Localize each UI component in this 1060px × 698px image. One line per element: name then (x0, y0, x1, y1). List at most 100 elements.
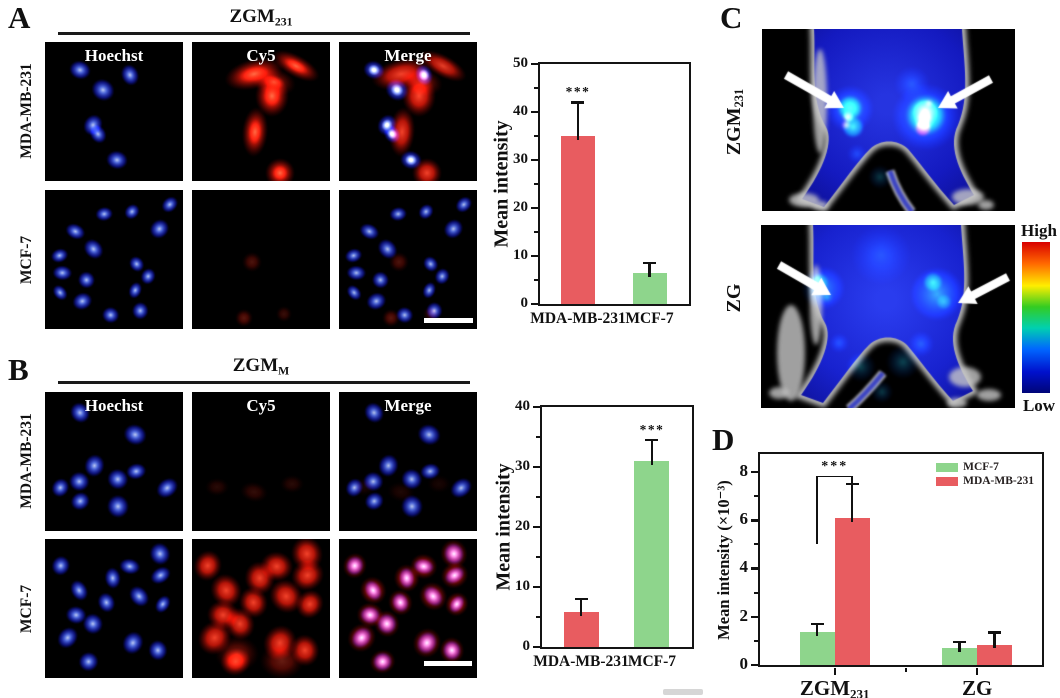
legend: MCF-7 MDA-MB-231 (936, 461, 1034, 489)
panel-d-label: D (712, 422, 735, 457)
colorbar-high-label: High (1021, 221, 1057, 240)
panel-a-col-label-hoechst: Hoechst (84, 46, 144, 65)
y-axis-tick (531, 110, 538, 114)
y-tick-label: 50 (513, 55, 528, 72)
significance-stars: *** (565, 84, 591, 100)
x-axis-minor-tick (904, 668, 908, 672)
micrograph-a-mcf-hoechst (45, 190, 183, 329)
y-axis-minor-tick (754, 591, 758, 594)
y-tick-label: 2 (739, 605, 749, 625)
y-axis-tick (533, 405, 540, 409)
y-axis-minor-tick (534, 87, 538, 89)
y-tick-label: 30 (513, 151, 528, 168)
y-axis-minor-tick (534, 135, 538, 137)
panel-b-row-label-mcf: MCF-7 (18, 584, 35, 634)
y-axis-title: Mean intensity (490, 120, 513, 248)
error-bar-cap (571, 101, 585, 104)
y-axis-minor-tick (536, 556, 540, 558)
error-bar-cap (645, 438, 659, 442)
y-axis-minor-tick (534, 183, 538, 185)
y-tick-label: 0 (522, 638, 531, 655)
colorbar-low-label: Low (1022, 396, 1056, 415)
y-axis-tick (533, 525, 540, 529)
panel-b-col-label-hoechst: Hoechst (84, 396, 144, 415)
micrograph-b-mcf-hoechst (45, 539, 183, 678)
panel-a-row-label-mcf: MCF-7 (18, 235, 35, 285)
panel-c-mouse2-label-base: ZG (722, 283, 745, 313)
y-axis-tick (533, 585, 540, 589)
error-bar (576, 102, 580, 140)
y-tick-label: 20 (513, 199, 528, 216)
y-tick-label: 30 (515, 458, 530, 475)
y-axis-tick (531, 62, 538, 66)
error-bar-cap (643, 262, 656, 265)
legend-entry: MCF-7 (936, 461, 1034, 473)
bar (634, 461, 670, 647)
panel-b-col-label-cy5: Cy5 (246, 396, 276, 415)
y-tick-label: 0 (520, 295, 529, 312)
chart-d-in-vivo-intensity: 0 2 4 6 8 Mean intensity (×10⁻³) ZGM231 ZG MCF-7… (714, 452, 1044, 698)
y-tick-label: 40 (513, 103, 528, 120)
error-bar (579, 599, 583, 617)
legend-swatch (936, 462, 959, 472)
micrograph-a-mda-cy5 (192, 42, 330, 181)
error-bar-cap (953, 640, 967, 644)
micrograph-a-mda-hoechst (45, 42, 183, 181)
micrograph-b-mda-merge (339, 392, 477, 531)
error-bar-cap (574, 597, 588, 601)
error-bar (650, 440, 654, 465)
y-axis-minor-tick (536, 436, 540, 438)
y-axis-minor-tick (754, 495, 758, 498)
error-bar-cap (845, 482, 859, 486)
micrograph-a-mda-merge (339, 42, 477, 181)
y-axis-minor-tick (754, 639, 758, 642)
y-axis-tick (751, 615, 758, 618)
panel-a-title-sub: 231 (274, 15, 293, 29)
watermark-artifact (663, 689, 703, 695)
y-tick-label: 10 (513, 247, 528, 264)
error-bar (993, 632, 996, 649)
in-vivo-image-zgm231 (762, 29, 1015, 211)
bar (632, 272, 667, 304)
micrograph-a-mcf-cy5 (192, 190, 330, 329)
sig-bracket-right (851, 475, 854, 483)
bar (799, 632, 835, 665)
bar (560, 136, 595, 304)
panel-a-title-base: ZGM (229, 6, 275, 27)
y-tick-label: 40 (515, 398, 530, 415)
bar (942, 648, 978, 665)
x-category-label: ZGM231 (799, 676, 870, 698)
y-axis-tick (531, 206, 538, 210)
legend-entry: MDA-MB-231 (936, 475, 1034, 487)
significance-stars: *** (639, 422, 665, 437)
panel-b-title-base: ZGM (232, 355, 279, 376)
y-axis-tick (533, 645, 540, 649)
panel-b-scale-bar (424, 661, 472, 666)
y-axis-tick (751, 519, 758, 522)
panel-a-label: A (8, 0, 31, 35)
panel-b-label: B (8, 352, 29, 387)
panel-b-title-rule (58, 381, 470, 384)
x-category-label: MCF-7 (627, 653, 677, 670)
panel-b-col-label-merge: Merge (384, 396, 432, 415)
error-bar (958, 642, 961, 653)
in-vivo-image-zg (761, 225, 1015, 408)
error-bar-cap (988, 631, 1002, 634)
y-axis-tick (751, 567, 758, 570)
bar (977, 644, 1013, 665)
legend-swatch (936, 476, 959, 486)
y-axis-tick (531, 302, 538, 306)
y-axis-tick (533, 465, 540, 469)
y-axis-minor-tick (534, 231, 538, 233)
y-axis-title: Mean intensity (492, 463, 515, 591)
chart-b-mean-intensity: 0 10 20 30 40 Mean intensity MDA-MB-231 MCF-7 **… (493, 398, 694, 670)
y-axis-title: Mean intensity (×10⁻³) (714, 479, 733, 640)
y-tick-label: 20 (515, 518, 530, 535)
x-category-label: MDA-MB-231 (533, 653, 629, 670)
panel-c-mouse2-label: ZG (723, 284, 747, 313)
micrograph-b-mcf-cy5 (192, 539, 330, 678)
panel-c-label: C (720, 0, 743, 35)
y-tick-label: 0 (739, 653, 749, 673)
legend-label: MDA-MB-231 (963, 475, 1034, 487)
